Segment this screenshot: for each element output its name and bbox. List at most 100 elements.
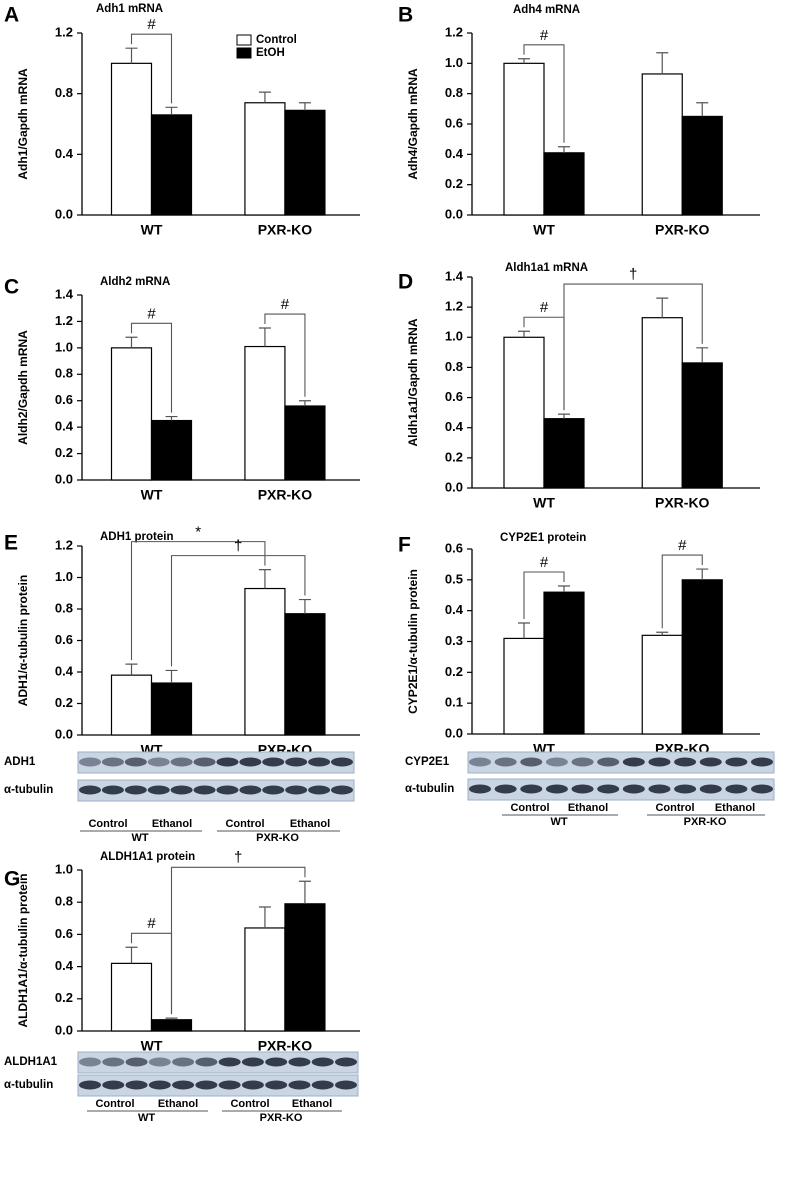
significance-bracket	[170, 555, 306, 667]
blot-strip	[467, 778, 775, 801]
blot-strip	[77, 1074, 359, 1097]
y-tick-label: 0.2	[55, 445, 73, 460]
y-tick-label: 0.5	[445, 571, 463, 586]
y-tick-label: 1.0	[445, 329, 463, 344]
panel-letter: F	[398, 534, 411, 557]
blot-band	[265, 1057, 288, 1067]
blot-band	[571, 784, 594, 794]
lane-label: Control	[230, 1098, 269, 1110]
blot-band	[545, 757, 568, 767]
chart-title: Aldh1a1 mRNA	[505, 262, 588, 274]
blot-band	[725, 757, 748, 767]
y-tick-label: 0.3	[445, 633, 463, 648]
significance-label: #	[540, 27, 549, 44]
blot-band	[102, 1080, 125, 1090]
significance-label: #	[540, 554, 549, 571]
chart-title: Adh4 mRNA	[513, 4, 580, 16]
significance-label: #	[147, 305, 156, 322]
y-axis-label: Aldh2/Gapdh mRNA	[16, 330, 30, 445]
y-tick-label: 0.0	[55, 471, 73, 486]
significance-label: †	[234, 538, 242, 555]
blot-band	[674, 757, 697, 767]
bar	[284, 405, 326, 481]
significance-bracket	[130, 541, 266, 661]
significance-bracket	[563, 283, 703, 411]
bar	[110, 62, 153, 216]
blot-band	[751, 784, 773, 794]
lane-label: Ethanol	[568, 802, 608, 814]
error-bar	[696, 347, 709, 363]
y-tick-label: 0.8	[55, 894, 73, 909]
x-tick-label: PXR-KO	[258, 1038, 313, 1054]
y-tick-label: 1.4	[445, 268, 464, 283]
y-tick-label: 0.8	[55, 85, 73, 100]
blot-band	[622, 757, 645, 767]
bar	[641, 73, 683, 216]
blot-strip	[467, 751, 775, 774]
blot-band	[124, 757, 147, 767]
lane-group-label: PXR-KO	[256, 832, 299, 844]
lane-group-label: WT	[550, 816, 567, 828]
blot-band	[285, 757, 308, 767]
y-tick-label: 1.2	[445, 24, 463, 39]
blot-band	[308, 757, 331, 767]
bar	[150, 682, 193, 736]
significance-bracket	[130, 322, 173, 413]
blot-band	[193, 757, 216, 767]
chart-title: Aldh2 mRNA	[100, 276, 170, 288]
blot-band	[101, 785, 124, 795]
bar	[641, 317, 683, 489]
blot-band	[494, 784, 517, 794]
blot-band	[331, 785, 353, 795]
significance-bracket	[661, 554, 703, 629]
y-tick-label: 0.0	[445, 479, 463, 494]
significance-label: *	[195, 524, 201, 541]
y-tick-label: 0.2	[445, 176, 463, 191]
legend-label: Control	[256, 34, 297, 46]
blot-band	[239, 785, 262, 795]
y-tick-label: 0.4	[445, 602, 464, 617]
significance-label: #	[281, 296, 290, 313]
bar	[244, 587, 286, 736]
blot-band	[520, 757, 543, 767]
error-bar	[298, 598, 311, 614]
y-tick-label: 1.0	[55, 861, 73, 876]
bar	[641, 634, 683, 735]
blot-band	[262, 785, 285, 795]
significance-label: #	[147, 16, 156, 33]
significance-label: #	[678, 537, 687, 554]
blot-band	[545, 784, 568, 794]
y-tick-label: 1.0	[55, 569, 73, 584]
bar	[284, 613, 326, 736]
blot-band	[195, 1080, 218, 1090]
legend-swatch	[236, 47, 252, 59]
blot-strip	[77, 1051, 359, 1074]
y-tick-label: 1.0	[445, 55, 463, 70]
panel-letter: C	[4, 276, 19, 299]
blot-band	[193, 785, 216, 795]
y-tick-label: 0.6	[55, 926, 73, 941]
bar	[543, 418, 585, 489]
blot-band	[597, 784, 620, 794]
error-bar	[165, 415, 178, 421]
blot-row-label: ALDH1A1	[4, 1056, 58, 1068]
error-bar	[258, 569, 271, 589]
y-axis-label: CYP2E1/α-tubulin protein	[406, 569, 420, 714]
blot-row-label: α-tubulin	[4, 1079, 53, 1091]
bar	[244, 345, 286, 481]
blot-band	[262, 757, 285, 767]
error-bar	[298, 880, 311, 904]
blot-band	[469, 784, 491, 794]
significance-label: †	[629, 266, 637, 283]
lane-label: Control	[95, 1098, 134, 1110]
error-bar	[165, 106, 178, 115]
chart-title: ALDH1A1 protein	[100, 851, 195, 863]
blot-band	[288, 1080, 311, 1090]
error-bar	[165, 669, 178, 684]
blot-row-label: α-tubulin	[405, 783, 454, 795]
error-bar	[696, 102, 709, 117]
bar	[150, 114, 193, 216]
blot-band	[101, 757, 124, 767]
blot-row-label: ADH1	[4, 756, 36, 768]
